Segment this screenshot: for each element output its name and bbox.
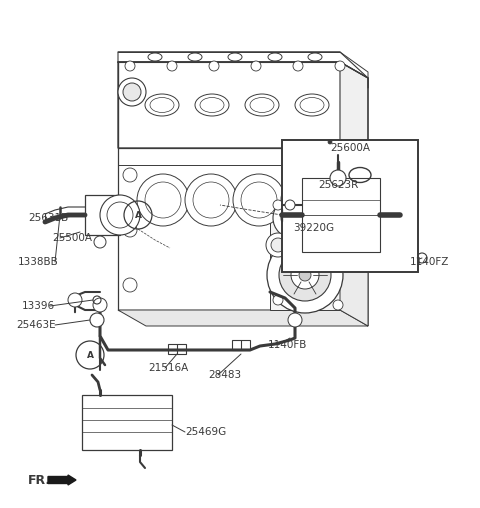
Ellipse shape <box>295 94 329 116</box>
Circle shape <box>273 200 283 210</box>
Circle shape <box>281 206 305 230</box>
Circle shape <box>118 78 146 106</box>
Circle shape <box>123 168 137 182</box>
Text: FR.: FR. <box>28 473 51 487</box>
Circle shape <box>273 198 313 238</box>
Text: 28483: 28483 <box>208 370 241 380</box>
Circle shape <box>293 61 303 71</box>
Circle shape <box>137 174 189 226</box>
Circle shape <box>333 195 343 205</box>
Polygon shape <box>118 62 340 148</box>
Circle shape <box>271 238 285 252</box>
Circle shape <box>233 174 285 226</box>
Circle shape <box>123 278 137 292</box>
Circle shape <box>330 170 346 186</box>
Text: 25600A: 25600A <box>330 143 370 153</box>
Text: 25623R: 25623R <box>318 180 358 190</box>
Circle shape <box>167 61 177 71</box>
Text: A: A <box>134 210 142 219</box>
Polygon shape <box>340 62 368 164</box>
Polygon shape <box>270 195 340 310</box>
Ellipse shape <box>308 53 322 61</box>
Bar <box>168 344 186 354</box>
Polygon shape <box>302 178 380 252</box>
Circle shape <box>93 298 107 312</box>
Polygon shape <box>85 195 120 235</box>
Bar <box>82 395 172 450</box>
Text: 39220G: 39220G <box>293 223 334 233</box>
Ellipse shape <box>145 94 179 116</box>
Text: 25463E: 25463E <box>16 320 56 330</box>
Text: 1338BB: 1338BB <box>18 257 59 267</box>
Text: 13396: 13396 <box>22 301 55 311</box>
Ellipse shape <box>245 94 279 116</box>
Circle shape <box>288 213 298 223</box>
Polygon shape <box>118 52 368 88</box>
Polygon shape <box>118 148 340 310</box>
Text: 25631B: 25631B <box>28 213 68 223</box>
Circle shape <box>281 174 333 226</box>
Circle shape <box>321 223 335 237</box>
Circle shape <box>299 269 311 281</box>
Circle shape <box>333 300 343 310</box>
Circle shape <box>267 237 343 313</box>
Polygon shape <box>340 195 368 326</box>
Circle shape <box>185 174 237 226</box>
Circle shape <box>335 61 345 71</box>
Circle shape <box>94 236 106 248</box>
Ellipse shape <box>268 53 282 61</box>
Circle shape <box>328 140 332 144</box>
Text: 21516A: 21516A <box>148 363 188 373</box>
Circle shape <box>285 200 295 210</box>
Circle shape <box>209 61 219 71</box>
Circle shape <box>100 195 140 235</box>
Ellipse shape <box>228 53 242 61</box>
Ellipse shape <box>188 53 202 61</box>
Circle shape <box>68 293 82 307</box>
Circle shape <box>266 233 290 257</box>
Circle shape <box>123 223 137 237</box>
Circle shape <box>273 295 283 305</box>
Circle shape <box>279 249 331 301</box>
Circle shape <box>291 261 319 289</box>
Ellipse shape <box>195 94 229 116</box>
Polygon shape <box>118 310 368 326</box>
FancyArrow shape <box>48 475 76 485</box>
Circle shape <box>125 61 135 71</box>
Polygon shape <box>340 148 368 326</box>
Text: 25469G: 25469G <box>185 427 226 437</box>
Circle shape <box>251 61 261 71</box>
Text: A: A <box>86 351 94 360</box>
Circle shape <box>288 313 302 327</box>
Text: 1140FB: 1140FB <box>268 340 307 350</box>
Bar <box>282 140 418 272</box>
Circle shape <box>90 313 104 327</box>
Circle shape <box>321 168 335 182</box>
Circle shape <box>123 83 141 101</box>
Bar <box>232 340 250 350</box>
Circle shape <box>321 278 335 292</box>
Text: 1140FZ: 1140FZ <box>410 257 449 267</box>
Ellipse shape <box>148 53 162 61</box>
Text: 25500A: 25500A <box>52 233 92 243</box>
Circle shape <box>417 253 427 263</box>
